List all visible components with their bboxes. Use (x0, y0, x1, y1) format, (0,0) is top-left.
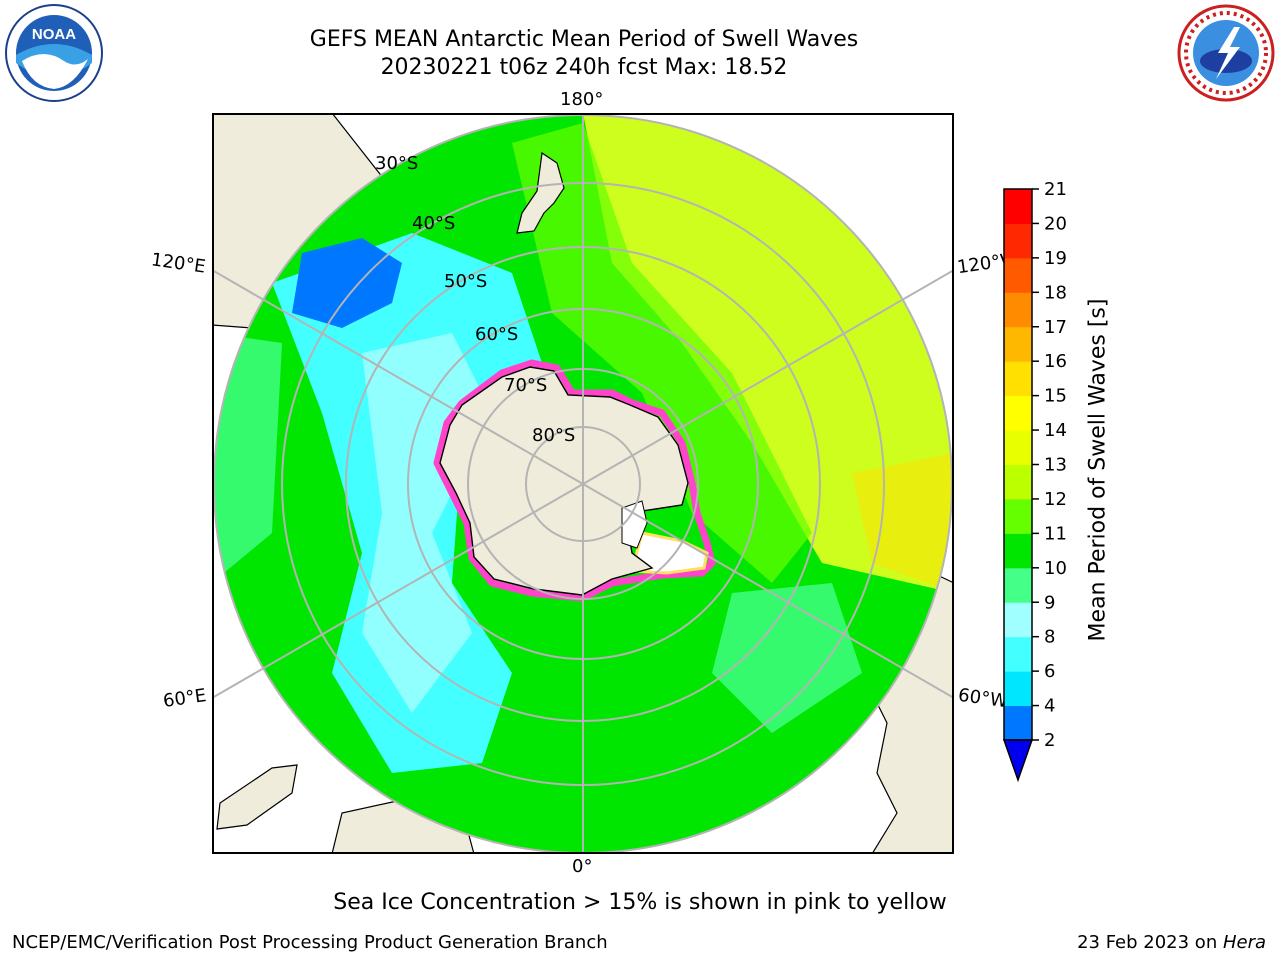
colorbar-band (1004, 361, 1032, 397)
colorbar-tick-label: 11 (1044, 523, 1067, 544)
colorbar-label: Mean Period of Swell Waves [s] (1085, 298, 1111, 642)
colorbar-tick-label: 2 (1044, 730, 1055, 751)
lon-label-0: 0° (572, 856, 593, 877)
new-zealand-landmass (516, 151, 565, 234)
colorbar-tick-label: 16 (1044, 351, 1067, 372)
colorbar-tick-label: 20 (1044, 213, 1067, 234)
map-frame (212, 113, 954, 854)
polar-map: 30°S 40°S 50°S 60°S 70°S 80°S (212, 113, 954, 854)
colorbar-tick-label: 6 (1044, 661, 1055, 682)
colorbar-band (1004, 430, 1032, 465)
colorbar-tick-label: 18 (1044, 282, 1067, 303)
noaa-logo-text: NOAA (32, 26, 76, 43)
noaa-logo: NOAA (5, 4, 103, 102)
colorbar-tick-label: 21 (1044, 180, 1067, 200)
lat-label-60s: 60°S (475, 324, 518, 345)
colorbar-tick-label: 17 (1044, 317, 1067, 338)
colorbar-tick-label: 13 (1044, 455, 1067, 476)
lat-label-70s: 70°S (504, 375, 547, 396)
colorbar-tick-label: 4 (1044, 696, 1055, 717)
swell-field-orange-hint (852, 453, 952, 593)
colorbar-tick-label: 9 (1044, 592, 1055, 613)
colorbar-under-triangle (1002, 739, 1034, 783)
date-stamp: 23 Feb 2023 on Hera (1077, 932, 1266, 953)
meridian-60e-120w (212, 269, 954, 699)
lon-label-120e: 120°E (149, 249, 207, 278)
colorbar-band (1004, 464, 1032, 500)
lon-label-180: 180° (560, 89, 604, 110)
colorbar-band (1004, 326, 1032, 362)
colorbar-tick-label: 14 (1044, 420, 1067, 441)
colorbar-tick-label: 15 (1044, 386, 1067, 407)
lat-label-40s: 40°S (412, 213, 455, 234)
swell-field-mint (214, 333, 282, 583)
madagascar-landmass (216, 764, 298, 830)
colorbar-band (1004, 705, 1032, 741)
colorbar-band (1004, 671, 1032, 707)
colorbar: 2 4 6 8 9 10 11 12 13 14 15 16 17 18 19 20 21 (1002, 180, 1067, 783)
lat-label-50s: 50°S (444, 271, 487, 292)
date-text: 23 Feb 2023 on (1077, 932, 1223, 953)
colorbar-band (1004, 257, 1032, 293)
colorbar-band (1004, 567, 1032, 603)
colorbar-band (1004, 189, 1032, 224)
colorbar-tick-label: 12 (1044, 489, 1067, 510)
lon-label-60e: 60°E (161, 685, 208, 712)
antarctic-peninsula (621, 500, 648, 549)
sea-ice-edge (433, 359, 716, 602)
colorbar-band (1004, 533, 1032, 569)
colorbar-band (1004, 223, 1032, 259)
colorbar-tick-label: 19 (1044, 248, 1067, 269)
chart-title: GEFS MEAN Antarctic Mean Period of Swell… (309, 27, 859, 52)
chart-subtitle: 20230221 t06z 240h fcst Max: 18.52 (380, 55, 788, 80)
colorbar-band (1004, 292, 1032, 328)
nws-logo (1177, 4, 1275, 102)
colorbar-tick-label: 8 (1044, 627, 1055, 648)
swell-field-blue (292, 238, 402, 328)
swell-field-mint-south (712, 583, 862, 733)
colorbar-band (1004, 602, 1032, 638)
branch-credit: NCEP/EMC/Verification Post Processing Pr… (12, 932, 608, 953)
colorbar-band (1004, 395, 1032, 431)
lat-label-80s: 80°S (532, 425, 575, 446)
swell-field-lightgreen (512, 123, 812, 583)
colorbar-band (1004, 498, 1032, 534)
colorbar-tick-label: 10 (1044, 558, 1067, 579)
machine-name: Hera (1222, 932, 1266, 953)
lat-label-30s: 30°S (375, 153, 418, 174)
sea-ice-note: Sea Ice Concentration > 15% is shown in … (333, 890, 947, 915)
colorbar-band (1004, 636, 1032, 672)
